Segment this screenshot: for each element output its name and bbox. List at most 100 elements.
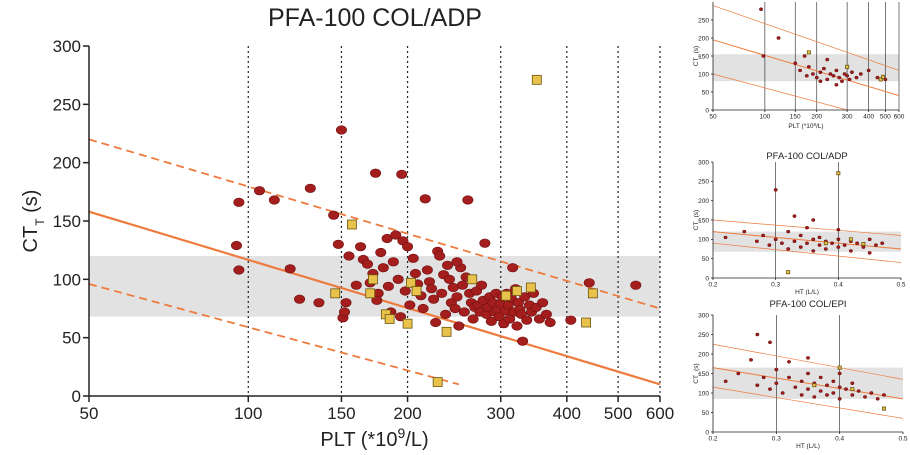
- data-point-circle: [476, 280, 488, 290]
- y-axis-label: CTT (s): [20, 190, 47, 253]
- data-point-circle: [442, 260, 454, 270]
- data-point-circle: [630, 280, 642, 290]
- data-point-circle: [544, 317, 556, 328]
- data-point-circle: [340, 298, 352, 308]
- data-point-circle: [268, 195, 280, 205]
- y-tick-label: 0: [705, 275, 709, 282]
- data-point-circle: [583, 278, 595, 288]
- data-point-circle: [761, 375, 766, 380]
- data-point-square: [836, 171, 841, 176]
- data-point-square: [406, 277, 416, 288]
- data-point-circle: [754, 239, 759, 243]
- data-point-circle: [836, 237, 841, 242]
- data-point-circle: [825, 77, 830, 82]
- data-point-circle: [806, 387, 810, 391]
- data-point-circle: [467, 314, 479, 324]
- data-point-square: [411, 286, 422, 296]
- data-point-circle: [507, 263, 519, 273]
- data-point-circle: [761, 233, 766, 238]
- data-point-circle: [875, 75, 880, 80]
- data-point-circle: [825, 393, 829, 397]
- data-point-circle: [806, 371, 810, 376]
- data-point-square: [587, 288, 598, 299]
- x-tick-label: 200: [811, 114, 822, 121]
- y-tick-label: 250: [698, 17, 709, 24]
- x-tick-label: 400: [863, 114, 874, 121]
- data-point-circle: [780, 391, 785, 395]
- data-point-circle: [417, 303, 429, 314]
- data-point-circle: [426, 284, 438, 294]
- data-point-square: [367, 274, 378, 285]
- data-point-circle: [850, 381, 855, 385]
- data-point-circle: [818, 79, 823, 83]
- y-tick-label: 150: [698, 53, 709, 60]
- data-point-circle: [390, 230, 402, 240]
- data-point-circle: [233, 265, 245, 275]
- data-point-circle: [874, 243, 878, 247]
- x-tick-label: 200: [393, 404, 421, 423]
- x-tick-label: 600: [894, 114, 905, 121]
- data-point-circle: [855, 241, 860, 245]
- data-point-circle: [519, 292, 531, 302]
- data-point-circle: [294, 294, 306, 304]
- data-point-circle: [768, 387, 772, 391]
- data-point-circle: [370, 168, 382, 178]
- data-point-circle: [761, 54, 766, 58]
- data-point-circle: [443, 274, 455, 284]
- x-tick-label: 0.4: [834, 282, 843, 289]
- lower-limit-line: [88, 283, 460, 386]
- data-point-square: [384, 314, 395, 324]
- data-point-circle: [453, 321, 465, 331]
- data-point-square: [837, 365, 842, 370]
- data-point-circle: [840, 79, 844, 83]
- y-tick-label: 150: [53, 212, 81, 231]
- data-point-circle: [869, 391, 874, 395]
- y-tick-label: 300: [698, 312, 709, 319]
- data-point-circle: [792, 239, 797, 243]
- lower-limit-line: [712, 242, 902, 263]
- upper-limit-line: [88, 138, 661, 310]
- data-point-circle: [230, 240, 242, 251]
- data-point-circle: [774, 367, 779, 372]
- data-point-circle: [856, 389, 861, 393]
- x-axis-label: HT (L/L): [795, 289, 819, 295]
- y-tick-label: 100: [53, 270, 81, 289]
- normal-range-band: [89, 256, 660, 317]
- data-point-circle: [723, 235, 728, 240]
- data-point-circle: [812, 395, 817, 399]
- x-tick-label: 150: [790, 114, 801, 121]
- data-point-circle: [831, 74, 836, 78]
- y-tick-label: 0: [72, 387, 81, 406]
- data-point-circle: [284, 264, 296, 274]
- data-point-circle: [866, 68, 871, 73]
- x-tick-label: 0.2: [708, 282, 717, 289]
- data-point-circle: [811, 249, 816, 253]
- x-tick-label: 100: [234, 404, 262, 423]
- data-point-square: [786, 270, 791, 275]
- data-point-square: [432, 377, 443, 387]
- x-tick-label: 50: [80, 404, 99, 423]
- data-point-circle: [428, 294, 440, 304]
- chart-title: PFA-100 COL/ADP: [766, 151, 847, 162]
- y-tick-label: 250: [698, 332, 709, 339]
- data-point-circle: [842, 243, 847, 247]
- data-point-circle: [392, 274, 404, 284]
- data-point-circle: [407, 253, 419, 263]
- data-point-circle: [834, 83, 839, 87]
- lower-limit-line: [712, 73, 848, 111]
- data-point-circle: [511, 321, 523, 331]
- data-point-circle: [858, 72, 863, 76]
- data-point-square: [525, 282, 536, 293]
- x-tick-label: 150: [327, 404, 355, 423]
- chart-title: PFA-100 COL/ADP: [268, 4, 482, 32]
- data-point-circle: [880, 241, 885, 245]
- data-point-square: [878, 77, 883, 82]
- data-point-circle: [861, 245, 866, 249]
- data-point-circle: [793, 61, 798, 65]
- data-point-circle: [836, 227, 841, 232]
- data-point-circle: [565, 315, 577, 325]
- data-point-circle: [479, 238, 491, 248]
- data-point-circle: [736, 371, 741, 376]
- data-point-circle: [361, 259, 373, 269]
- data-point-circle: [304, 183, 316, 193]
